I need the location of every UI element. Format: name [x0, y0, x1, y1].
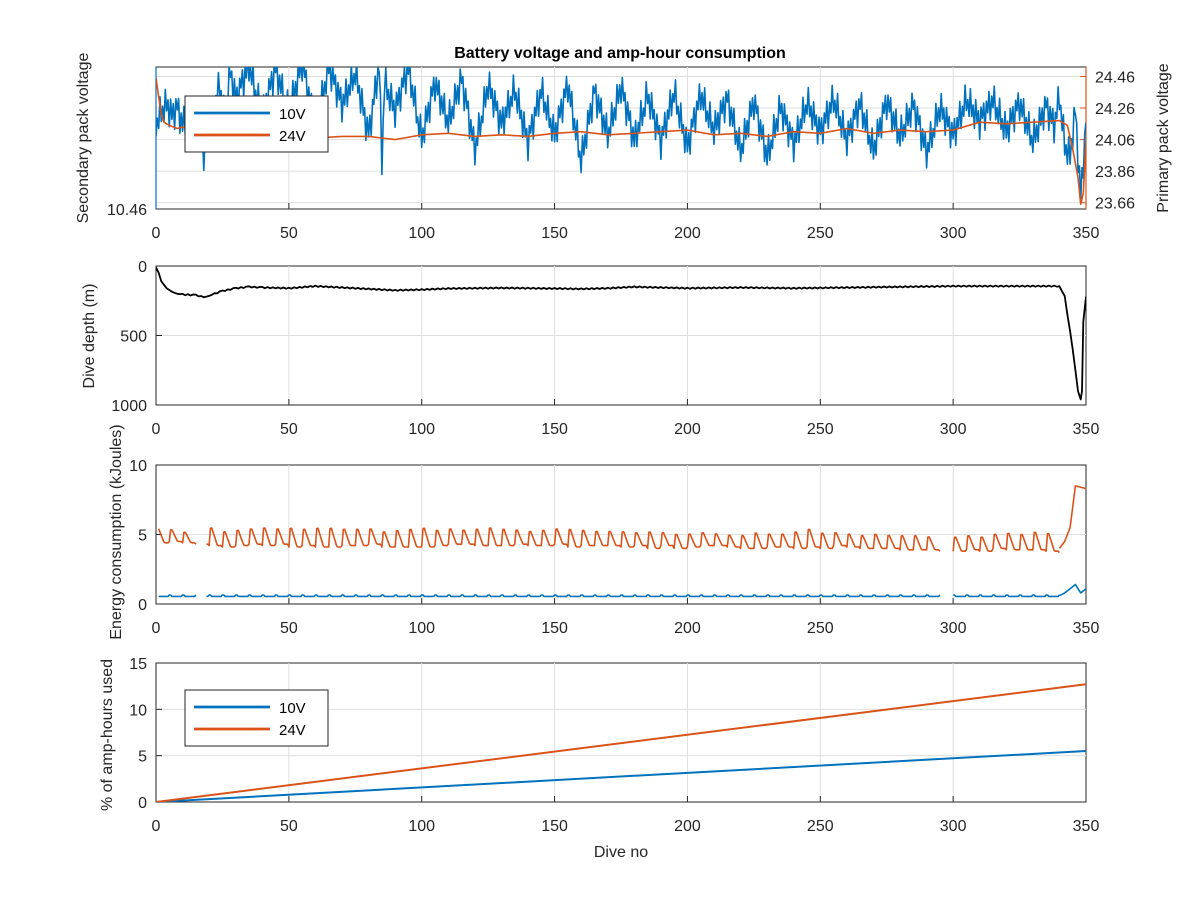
y-tick-label: 10.46: [107, 202, 147, 219]
series-line-10V: [158, 594, 197, 598]
x-tick-label: 0: [152, 421, 161, 438]
series-line-10V-end: [1059, 583, 1086, 597]
y-tick-label: 10: [129, 702, 147, 719]
legend-box: [184, 689, 329, 747]
y-axis-label: Dive depth (m): [81, 284, 98, 389]
x-tick-label: 250: [807, 225, 834, 242]
y-right-tick-label: 24.46: [1095, 69, 1135, 86]
x-tick-label: 200: [674, 620, 701, 637]
x-tick-label: 0: [152, 818, 161, 835]
y-right-axis-label: Primary pack voltage: [1155, 63, 1172, 212]
legend-label: 10V: [279, 700, 306, 717]
axes-2: 0 50 100 150 200 250 300 350 0 500 1000 Dive depth …: [81, 259, 1099, 438]
y-tick-label: 5: [138, 749, 147, 766]
axes-1: 0 50 100 150 200 250 300 350 10.46 24.46 24.26 24.0…: [75, 53, 1172, 242]
y-right-tick-label: 23.66: [1095, 196, 1135, 213]
y-axis-label: Energy consumption (kJoules): [108, 424, 125, 639]
x-tick-label: 250: [807, 421, 834, 438]
series-line-10V: [156, 750, 1086, 802]
x-tick-label: 0: [152, 225, 161, 242]
y-tick-label: 500: [120, 329, 147, 346]
x-tick-label: 50: [280, 818, 298, 835]
series-line-24V: [157, 528, 197, 545]
x-tick-label: 350: [1073, 421, 1100, 438]
series-line-10V: [206, 594, 941, 598]
legend-label: 24V: [279, 128, 306, 145]
y-tick-label: 10: [129, 458, 147, 475]
x-tick-label: 350: [1073, 620, 1100, 637]
x-tick-label: 150: [541, 421, 568, 438]
x-tick-label: 300: [940, 421, 967, 438]
figure-title: Battery voltage and amp-hour consumption: [454, 45, 786, 62]
y-tick-label: 0: [138, 259, 147, 276]
x-tick-label: 250: [807, 620, 834, 637]
y-tick-label: 0: [138, 597, 147, 614]
x-tick-label: 200: [674, 421, 701, 438]
x-tick-label: 300: [940, 225, 967, 242]
x-tick-label: 300: [940, 620, 967, 637]
x-tick-label: 300: [940, 818, 967, 835]
y-tick-label: 0: [138, 795, 147, 812]
x-tick-label: 350: [1073, 225, 1100, 242]
series-line-24V-end: [1058, 485, 1086, 549]
x-tick-label: 100: [408, 225, 435, 242]
x-tick-label: 150: [541, 225, 568, 242]
y-left-axis-label: Secondary pack voltage: [75, 53, 92, 224]
x-tick-label: 150: [541, 818, 568, 835]
x-tick-label: 100: [408, 620, 435, 637]
x-tick-label: 50: [280, 421, 298, 438]
series-line-24V: [952, 531, 1060, 554]
x-tick-label: 100: [408, 818, 435, 835]
legend-label: 10V: [279, 106, 306, 123]
legend-label: 24V: [279, 722, 306, 739]
y-right-tick-label: 24.06: [1095, 133, 1135, 150]
y-axis-label: % of amp-hours used: [99, 659, 116, 811]
axes-4: 0 50 100 150 200 250 300 350 0 5 10 15 % of amp-hour…: [99, 656, 1099, 861]
y-right-tick-label: 23.86: [1095, 164, 1135, 181]
x-tick-label: 50: [280, 620, 298, 637]
y-right-tick-label: 24.26: [1095, 101, 1135, 118]
series-line-depth: [156, 267, 1086, 401]
y-tick-label: 1000: [111, 398, 147, 415]
legend-box: [184, 95, 329, 153]
x-tick-label: 200: [674, 818, 701, 835]
x-tick-label: 350: [1073, 818, 1100, 835]
x-tick-label: 50: [280, 225, 298, 242]
x-tick-label: 0: [152, 620, 161, 637]
series-line-24V: [206, 527, 941, 552]
x-tick-label: 100: [408, 421, 435, 438]
series-line-24V: [156, 683, 1086, 802]
x-tick-label: 150: [541, 620, 568, 637]
y-tick-label: 15: [129, 656, 147, 673]
x-tick-label: 250: [807, 818, 834, 835]
series-line-10V: [953, 594, 1060, 598]
x-axis-label: Dive no: [594, 844, 648, 861]
y-tick-label: 5: [138, 528, 147, 545]
x-tick-label: 200: [674, 225, 701, 242]
